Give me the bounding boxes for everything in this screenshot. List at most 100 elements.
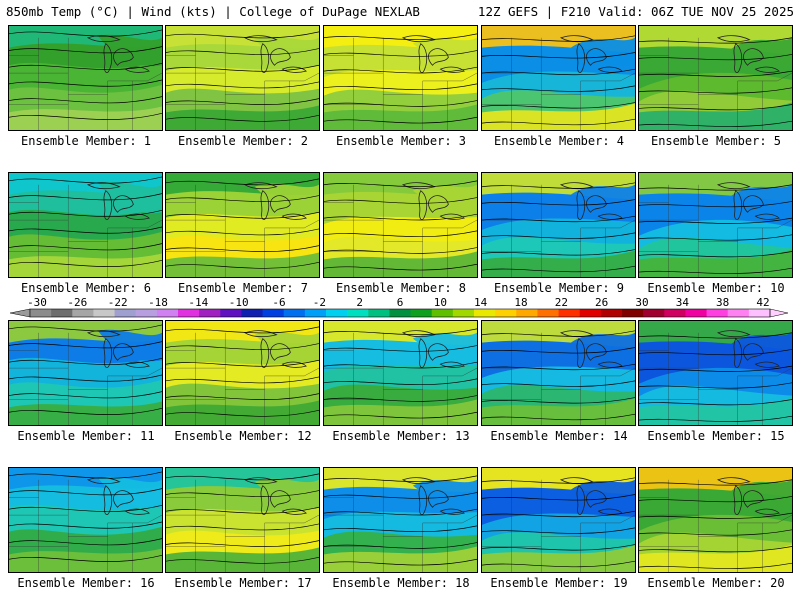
state-borders — [639, 332, 792, 425]
ensemble-map-panel[interactable] — [638, 172, 793, 278]
ensemble-map-panel[interactable] — [165, 25, 320, 131]
colorbar-swatch — [452, 309, 475, 317]
isotherm-line — [166, 393, 319, 400]
colorbar-swatch — [178, 309, 200, 317]
ensemble-member-label: Ensemble Member: 14 — [490, 429, 628, 443]
ensemble-map-panel[interactable] — [638, 25, 793, 131]
isotherm-line — [639, 70, 792, 77]
isotherm-line — [639, 251, 792, 258]
ensemble-member-label: Ensemble Member: 7 — [177, 281, 309, 295]
isotherm-line — [482, 199, 635, 206]
colorbar-swatch — [685, 309, 707, 317]
colorbar-swatch — [643, 309, 665, 317]
great-lakes-outline — [402, 35, 465, 73]
colorbar-swatch — [600, 309, 623, 317]
isotherm-line — [482, 330, 635, 337]
colorbar-swatch — [93, 309, 115, 317]
isotherm-line — [482, 118, 635, 126]
isotherm-line — [324, 378, 477, 386]
isotherm-line — [166, 195, 319, 202]
ensemble-map-panel[interactable] — [165, 172, 320, 278]
isotherm-line — [324, 361, 477, 369]
isotherm-line — [9, 341, 162, 349]
colorbar-swatch — [72, 309, 94, 317]
isotherm-line — [482, 413, 635, 421]
ensemble-map-panel[interactable] — [638, 320, 793, 426]
temperature-map — [166, 26, 319, 130]
isotherm-line — [639, 365, 792, 372]
isotherm-line — [482, 510, 635, 518]
colorbar-tick-label: 26 — [595, 296, 609, 309]
isotherm-line — [9, 374, 162, 382]
ensemble-map-panel[interactable] — [323, 25, 478, 131]
isotherm-line — [166, 98, 319, 105]
isotherm-line — [324, 230, 477, 238]
colorbar-swatch — [30, 309, 52, 317]
isotherm-line — [482, 397, 635, 404]
ensemble-member-label: Ensemble Member: 6 — [20, 281, 152, 295]
isotherm-line — [482, 182, 635, 189]
ensemble-map-panel[interactable] — [323, 467, 478, 573]
ensemble-map-panel[interactable] — [165, 320, 320, 426]
isotherm-line — [482, 215, 635, 223]
ensemble-map-panel[interactable] — [165, 467, 320, 573]
great-lakes-outline — [402, 182, 465, 220]
ensemble-member-label: Ensemble Member: 16 — [17, 576, 155, 590]
ensemble-map-panel[interactable] — [323, 172, 478, 278]
colorbar-swatch — [199, 309, 221, 317]
temperature-contour-fill — [97, 476, 162, 509]
temperature-map — [639, 173, 792, 277]
temperature-contour-fill — [9, 548, 162, 572]
colorbar-swatch — [347, 309, 369, 317]
ensemble-map-panel[interactable] — [481, 467, 636, 573]
temperature-contour-fill — [97, 329, 162, 362]
ensemble-map-panel[interactable] — [323, 320, 478, 426]
isotherm-line — [166, 359, 319, 367]
ensemble-map-panel[interactable] — [8, 25, 163, 131]
great-lakes-outline — [244, 35, 307, 73]
ensemble-map-panel[interactable] — [481, 320, 636, 426]
ensemble-member-label: Ensemble Member: 15 — [647, 429, 785, 443]
temperature-contour-fill — [166, 252, 319, 277]
great-lakes-outline — [87, 477, 150, 515]
colorbar-swatch — [135, 309, 158, 317]
isotherm-line — [324, 558, 477, 566]
temperature-contour-fill — [639, 249, 792, 277]
temperature-map — [9, 321, 162, 425]
isotherm-line — [9, 193, 162, 201]
isotherm-line — [639, 87, 792, 94]
isotherm-line — [324, 83, 477, 91]
isotherm-line — [639, 120, 792, 127]
colorbar-swatch — [262, 309, 285, 317]
ensemble-map-panel[interactable] — [481, 172, 636, 278]
isotherm-line — [482, 544, 635, 551]
colorbar-swatch — [410, 309, 433, 317]
great-lakes-outline — [560, 35, 623, 73]
ensemble-member-label: Ensemble Member: 19 — [490, 576, 628, 590]
isotherm-line — [482, 363, 635, 371]
great-lakes-outline — [717, 477, 780, 515]
colorbar-swatch — [516, 309, 538, 317]
great-lakes-outline — [560, 477, 623, 515]
isotherm-line — [324, 33, 477, 40]
temperature-map — [639, 26, 792, 130]
isotherm-line — [482, 477, 635, 484]
isotherm-line — [9, 176, 162, 184]
colorbar-tick-label: 14 — [474, 296, 488, 309]
isotherm-line — [9, 62, 162, 70]
ensemble-map-panel[interactable] — [481, 25, 636, 131]
state-borders — [9, 37, 162, 130]
ensemble-map-panel[interactable] — [8, 467, 163, 573]
isotherm-line — [166, 245, 319, 252]
isotherm-line — [482, 380, 635, 387]
temperature-contour-fill — [166, 105, 319, 130]
isotherm-line — [166, 81, 319, 89]
great-lakes-outline — [87, 35, 150, 73]
colorbar-swatch — [579, 309, 602, 317]
colorbar-tick-label: 10 — [433, 296, 447, 309]
ensemble-map-panel[interactable] — [8, 172, 163, 278]
temperature-contour-fill — [482, 545, 635, 572]
ensemble-map-panel[interactable] — [8, 320, 163, 426]
colorbar-swatch — [114, 309, 137, 317]
ensemble-map-panel[interactable] — [638, 467, 793, 573]
